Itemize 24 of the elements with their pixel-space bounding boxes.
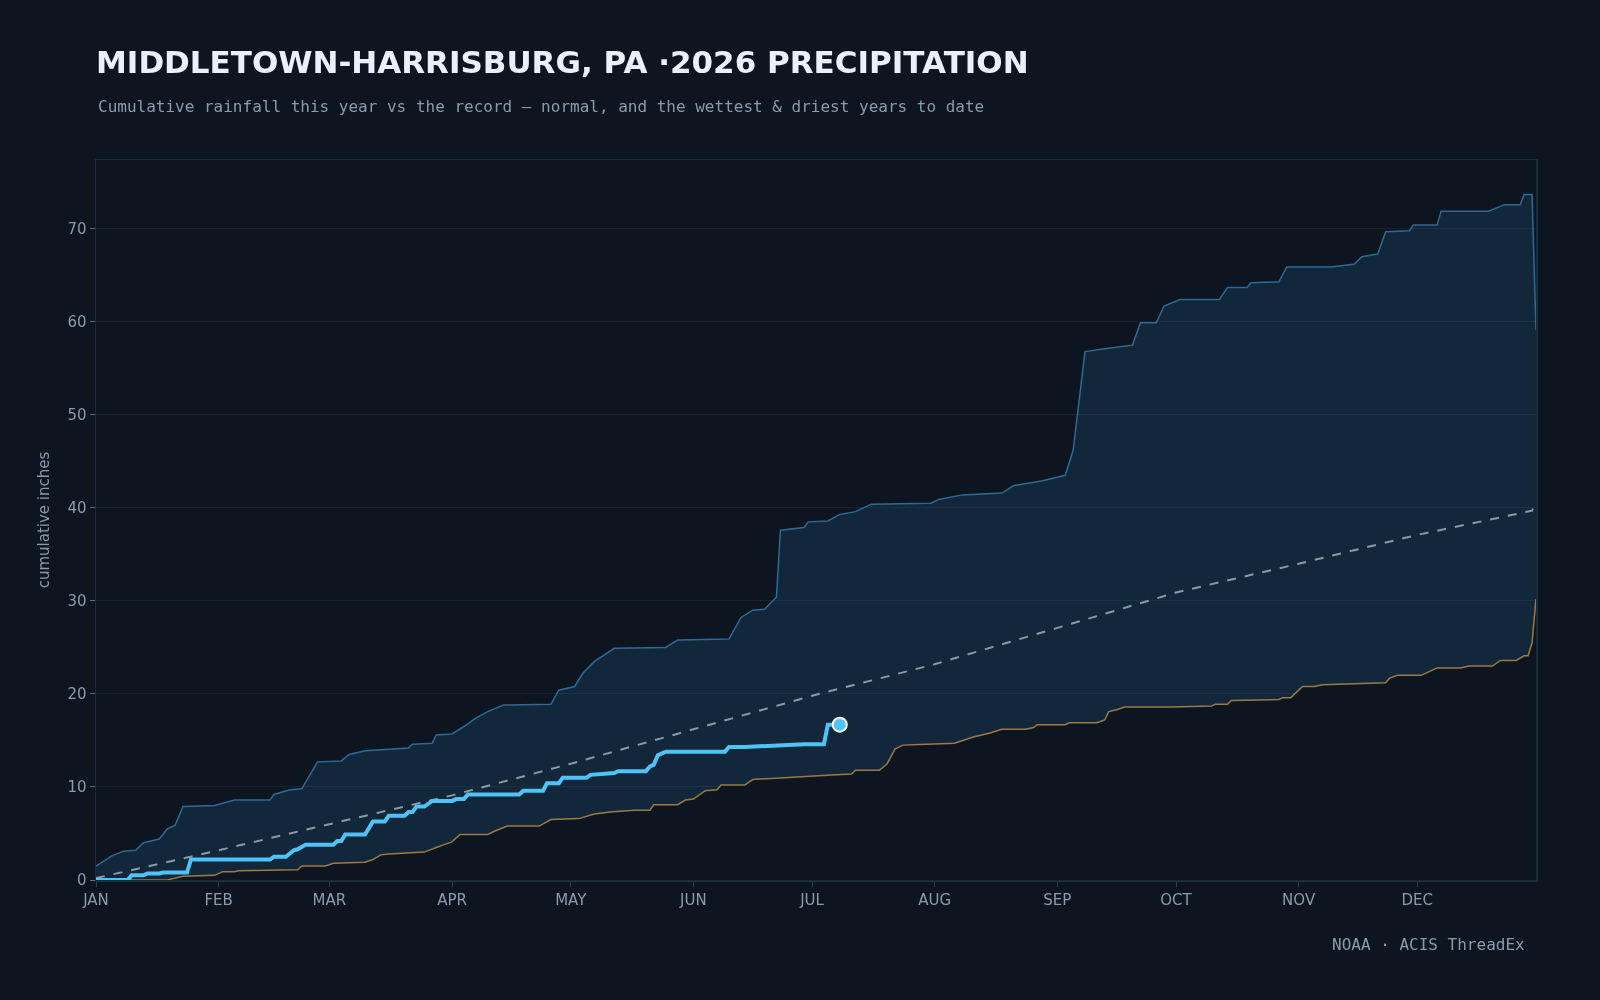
y-tick-label: 40	[67, 499, 87, 518]
x-tick-label: APR	[437, 890, 467, 909]
x-tick-label: JUN	[679, 890, 707, 909]
y-tick-label: 10	[67, 778, 87, 797]
x-tick-label: DEC	[1401, 890, 1434, 909]
y-tick-label: 70	[67, 220, 87, 239]
y-axis-title: cumulative inches	[34, 451, 53, 589]
x-tick-label: AUG	[918, 890, 952, 909]
x-tick-label: MAR	[312, 890, 347, 909]
text: NOAA · ACIS ThreadEx	[1332, 935, 1526, 954]
x-tick-label: SEP	[1043, 890, 1072, 909]
x-tick-label: FEB	[204, 890, 233, 909]
x-tick-label: JAN	[82, 890, 109, 909]
y-tick-label: 20	[67, 685, 87, 704]
x-tick-label: MAY	[555, 890, 588, 909]
x-tick-label: NOV	[1282, 890, 1316, 909]
y-tick-label: 60	[67, 313, 87, 332]
chart-subtitle: Cumulative rainfall this year vs the record — normal, and the wettest & driest years to date	[98, 97, 985, 116]
x-tick-label: OCT	[1160, 890, 1193, 909]
y-tick-label: 30	[67, 592, 87, 611]
y-tick-label: 0	[76, 871, 87, 890]
y-tick-label: 50	[67, 406, 87, 425]
chart-title: MIDDLETOWN-HARRISBURG, PA ·2026 PRECIPITATION	[96, 43, 1029, 80]
x-tick-label: JUL	[799, 890, 825, 909]
